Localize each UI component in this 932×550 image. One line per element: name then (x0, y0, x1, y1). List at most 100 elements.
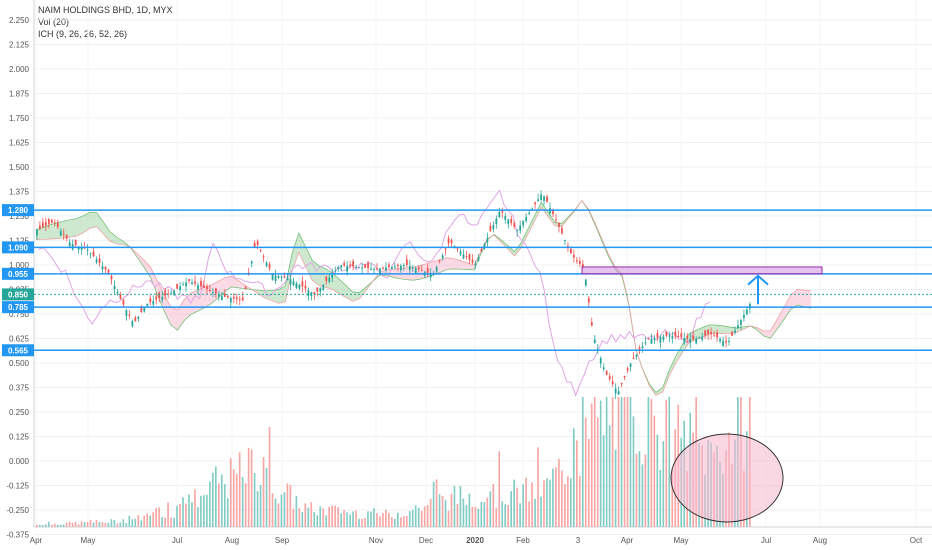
candle-body (295, 282, 298, 289)
volume-bar (173, 517, 175, 527)
candle-body (191, 282, 193, 284)
candle-body (408, 265, 411, 270)
volume-bar (209, 481, 211, 527)
volume-bar (238, 452, 241, 527)
volume-bar (614, 449, 617, 527)
cloud-segment (339, 279, 346, 298)
cloud-segment (521, 228, 528, 248)
cloud-segment (736, 326, 744, 333)
price-label: 0.850 (8, 290, 29, 299)
candle-body (131, 321, 134, 327)
volume-bar (92, 522, 95, 527)
candle-body (116, 292, 119, 294)
candle-body (232, 296, 235, 299)
candle-body (346, 265, 349, 272)
volume-bar (277, 503, 280, 527)
candle-body (313, 292, 316, 295)
candle-body (179, 286, 181, 291)
candle-body (650, 338, 653, 344)
candle-body (519, 225, 522, 231)
candle-body (653, 338, 656, 340)
volume-bar (292, 508, 295, 527)
candle-body (125, 310, 128, 316)
volume-bar (259, 484, 262, 527)
candle-body (226, 295, 229, 298)
candle-body (599, 358, 602, 364)
cloud-segment (258, 290, 266, 299)
candle-body (450, 240, 453, 244)
volume-bar (226, 498, 229, 527)
volume-bar (626, 397, 629, 527)
chart-legend: NAIM HOLDINGS BHD, 1D, MYX Vol (20) ICH … (38, 4, 173, 40)
candle-body (238, 299, 241, 301)
y-tick-label: -0.250 (6, 506, 29, 515)
candle-body (256, 241, 259, 245)
x-tick-label: Apr (30, 536, 43, 545)
candle-body (674, 332, 677, 337)
candle-body (459, 251, 462, 255)
candle-body (286, 278, 289, 281)
candle-body (86, 249, 89, 251)
volume-bar (298, 507, 301, 527)
candle-body (605, 371, 608, 375)
candle-body (489, 225, 492, 232)
volume-bar (477, 508, 480, 527)
volume-bar (146, 513, 149, 527)
volume-bar (531, 482, 533, 527)
y-tick-label: 1.500 (9, 163, 30, 172)
candle-body (370, 268, 372, 270)
cloud-segment (96, 212, 104, 235)
cloud-segment (292, 233, 299, 272)
candle-body (376, 268, 378, 270)
volume-bar (328, 506, 331, 527)
volume-bar (206, 494, 208, 527)
candle-body (480, 249, 483, 251)
volume-bar (423, 506, 426, 527)
price-label-box (2, 267, 34, 280)
volume-bar (605, 397, 608, 527)
candle-body (110, 275, 113, 280)
cloud-segment (103, 221, 111, 242)
cloud-segment (83, 212, 90, 233)
candle-body (358, 267, 360, 269)
volume-bar (158, 507, 160, 527)
candle-body (608, 376, 611, 380)
y-tick-label: 0.125 (9, 433, 30, 442)
volume-bar (417, 507, 420, 527)
candle-body (146, 303, 149, 306)
volume-bar (355, 510, 357, 527)
candle-body (319, 288, 322, 292)
volume-bar (212, 472, 214, 527)
candle-body (391, 266, 393, 269)
volume-bar (167, 502, 169, 527)
cloud-segment (655, 387, 663, 396)
volume-bar (391, 517, 393, 527)
candle-body (200, 280, 202, 287)
candle-body (507, 219, 510, 225)
volume-bar (170, 517, 172, 527)
candle-body (602, 367, 605, 370)
candle-body (122, 299, 125, 305)
volume-bar (447, 510, 450, 527)
candle-body (510, 218, 513, 223)
price-label: 1.280 (8, 206, 29, 215)
cloud-segment (797, 289, 805, 307)
volume-bar (80, 521, 83, 527)
y-tick-label: 1.625 (9, 139, 30, 148)
candle-body (564, 240, 566, 242)
candle-body (235, 297, 238, 300)
cloud-segment (723, 325, 731, 334)
candle-body (701, 336, 704, 340)
candle-body (41, 222, 44, 227)
volume-bar (280, 494, 283, 527)
candle-body (623, 375, 626, 378)
volume-bar (343, 510, 345, 527)
cloud-segment (527, 215, 535, 235)
candle-body (587, 298, 590, 303)
candle-body (173, 290, 176, 296)
volume-bar (265, 468, 268, 527)
volume-bar (241, 477, 244, 527)
volume-bar (459, 486, 462, 527)
candle-body (89, 252, 92, 254)
y-tick-label: -0.375 (6, 531, 29, 540)
